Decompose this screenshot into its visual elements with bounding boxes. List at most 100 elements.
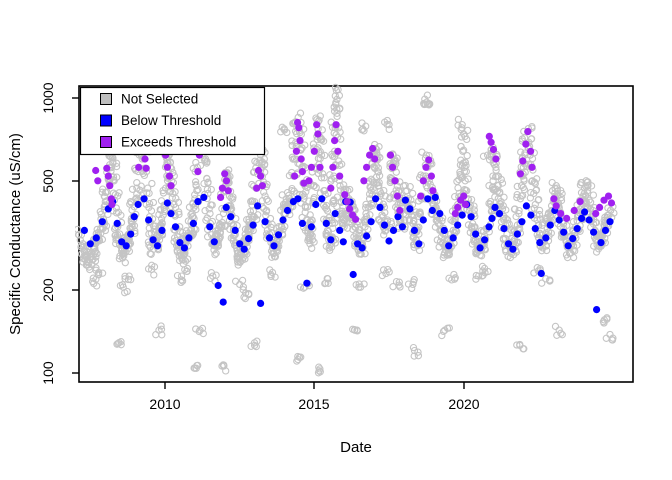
legend-swatch-exceeds-threshold [100,136,112,148]
data-point-exceeds-threshold [429,187,437,195]
data-point-below-threshold [307,223,315,231]
data-point-not-selected [193,187,201,195]
data-point-exceeds-threshold [329,163,337,171]
data-point-exceeds-threshold [485,132,493,140]
data-point-below-threshold [500,225,508,233]
x-tick-label-2010: 2010 [149,396,180,412]
data-point-not-selected [478,262,487,271]
data-point-not-selected [308,244,316,252]
data-point-not-selected [150,263,159,271]
data-point-exceeds-threshold [108,200,116,209]
data-point-below-threshold [257,299,265,307]
data-point-not-selected [492,173,500,181]
data-point-not-selected [376,187,384,196]
data-point-not-selected [374,168,383,176]
data-point-not-selected [288,184,296,193]
data-point-not-selected [454,115,463,124]
data-point-not-selected [389,283,397,291]
data-point-below-threshold [176,239,184,247]
data-point-exceeds-threshold [393,192,401,200]
y-axis-title: Specific Conductance (uS/cm) [7,133,24,335]
legend: Not Selected Below Threshold Exceeds Thr… [79,86,266,156]
data-point-not-selected [526,194,535,202]
data-point-not-selected [546,276,554,284]
data-point-not-selected [264,197,272,205]
data-point-not-selected [461,158,469,167]
data-point-below-threshold [206,223,214,231]
data-point-not-selected [497,175,505,184]
data-point-not-selected [451,274,459,282]
data-point-below-threshold [327,236,335,244]
data-point-not-selected [384,265,392,274]
data-point-below-threshold [358,244,366,252]
data-point-exceeds-threshold [419,177,427,185]
data-point-exceeds-threshold [224,187,232,195]
data-point-not-selected [582,183,590,191]
data-point-below-threshold [581,208,589,216]
data-point-not-selected [489,172,497,180]
data-point-not-selected [121,272,129,280]
data-point-exceeds-threshold [371,155,379,163]
data-point-not-selected [318,126,326,134]
data-point-not-selected [584,203,592,211]
data-point-exceeds-threshold [391,177,399,185]
data-point-not-selected [395,281,403,289]
data-point-below-threshold [245,235,253,243]
data-point-not-selected [175,210,183,219]
data-point-not-selected [310,193,318,202]
data-point-not-selected [121,275,129,283]
data-point-not-selected [75,231,83,239]
data-point-below-threshold [415,240,423,248]
data-point-below-threshold [542,234,550,242]
data-point-not-selected [170,234,179,242]
data-point-not-selected [358,119,366,127]
data-point-not-selected [324,279,332,287]
data-point-not-selected [215,213,223,222]
data-point-not-selected [542,246,551,255]
data-point-not-selected [94,271,103,279]
legend-swatch-not-selected [100,93,112,105]
data-point-not-selected [470,206,478,214]
data-point-below-threshold [527,211,535,219]
data-point-below-threshold [222,203,230,211]
data-point-not-selected [97,210,105,218]
data-point-not-selected [542,275,550,283]
data-point-exceeds-threshold [141,155,149,163]
data-point-not-selected [216,233,224,241]
data-point-not-selected [175,208,183,216]
data-point-not-selected [414,348,422,356]
data-point-exceeds-threshold [310,147,318,155]
data-point-exceeds-threshold [165,172,174,180]
data-point-not-selected [425,101,433,109]
data-point-not-selected [414,212,423,220]
data-point-exceeds-threshold [222,177,231,185]
data-point-not-selected [299,284,308,292]
data-point-not-selected [149,198,158,207]
data-point-not-selected [450,270,458,279]
data-point-not-selected [123,287,131,296]
data-point-not-selected [188,212,197,221]
data-point-exceeds-threshold [425,156,433,164]
data-point-not-selected [372,179,380,188]
data-point-not-selected [152,331,160,339]
data-point-below-threshold [372,195,380,203]
data-point-not-selected [203,175,211,183]
data-point-not-selected [597,231,606,240]
data-point-not-selected [587,182,596,190]
data-point-not-selected [364,225,372,234]
data-point-below-threshold [531,225,539,233]
data-point-below-threshold [585,216,593,224]
data-point-not-selected [436,221,444,229]
data-point-exceeds-threshold [221,170,229,178]
data-point-not-selected [249,197,257,205]
data-point-not-selected [458,174,466,182]
data-point-not-selected [327,177,335,185]
data-point-not-selected [499,214,508,222]
data-point-below-threshold [573,225,581,233]
data-point-below-threshold [376,203,384,211]
data-point-not-selected [532,186,541,194]
data-point-below-threshold [606,218,614,226]
data-point-not-selected [409,189,417,198]
data-point-not-selected [557,329,565,337]
